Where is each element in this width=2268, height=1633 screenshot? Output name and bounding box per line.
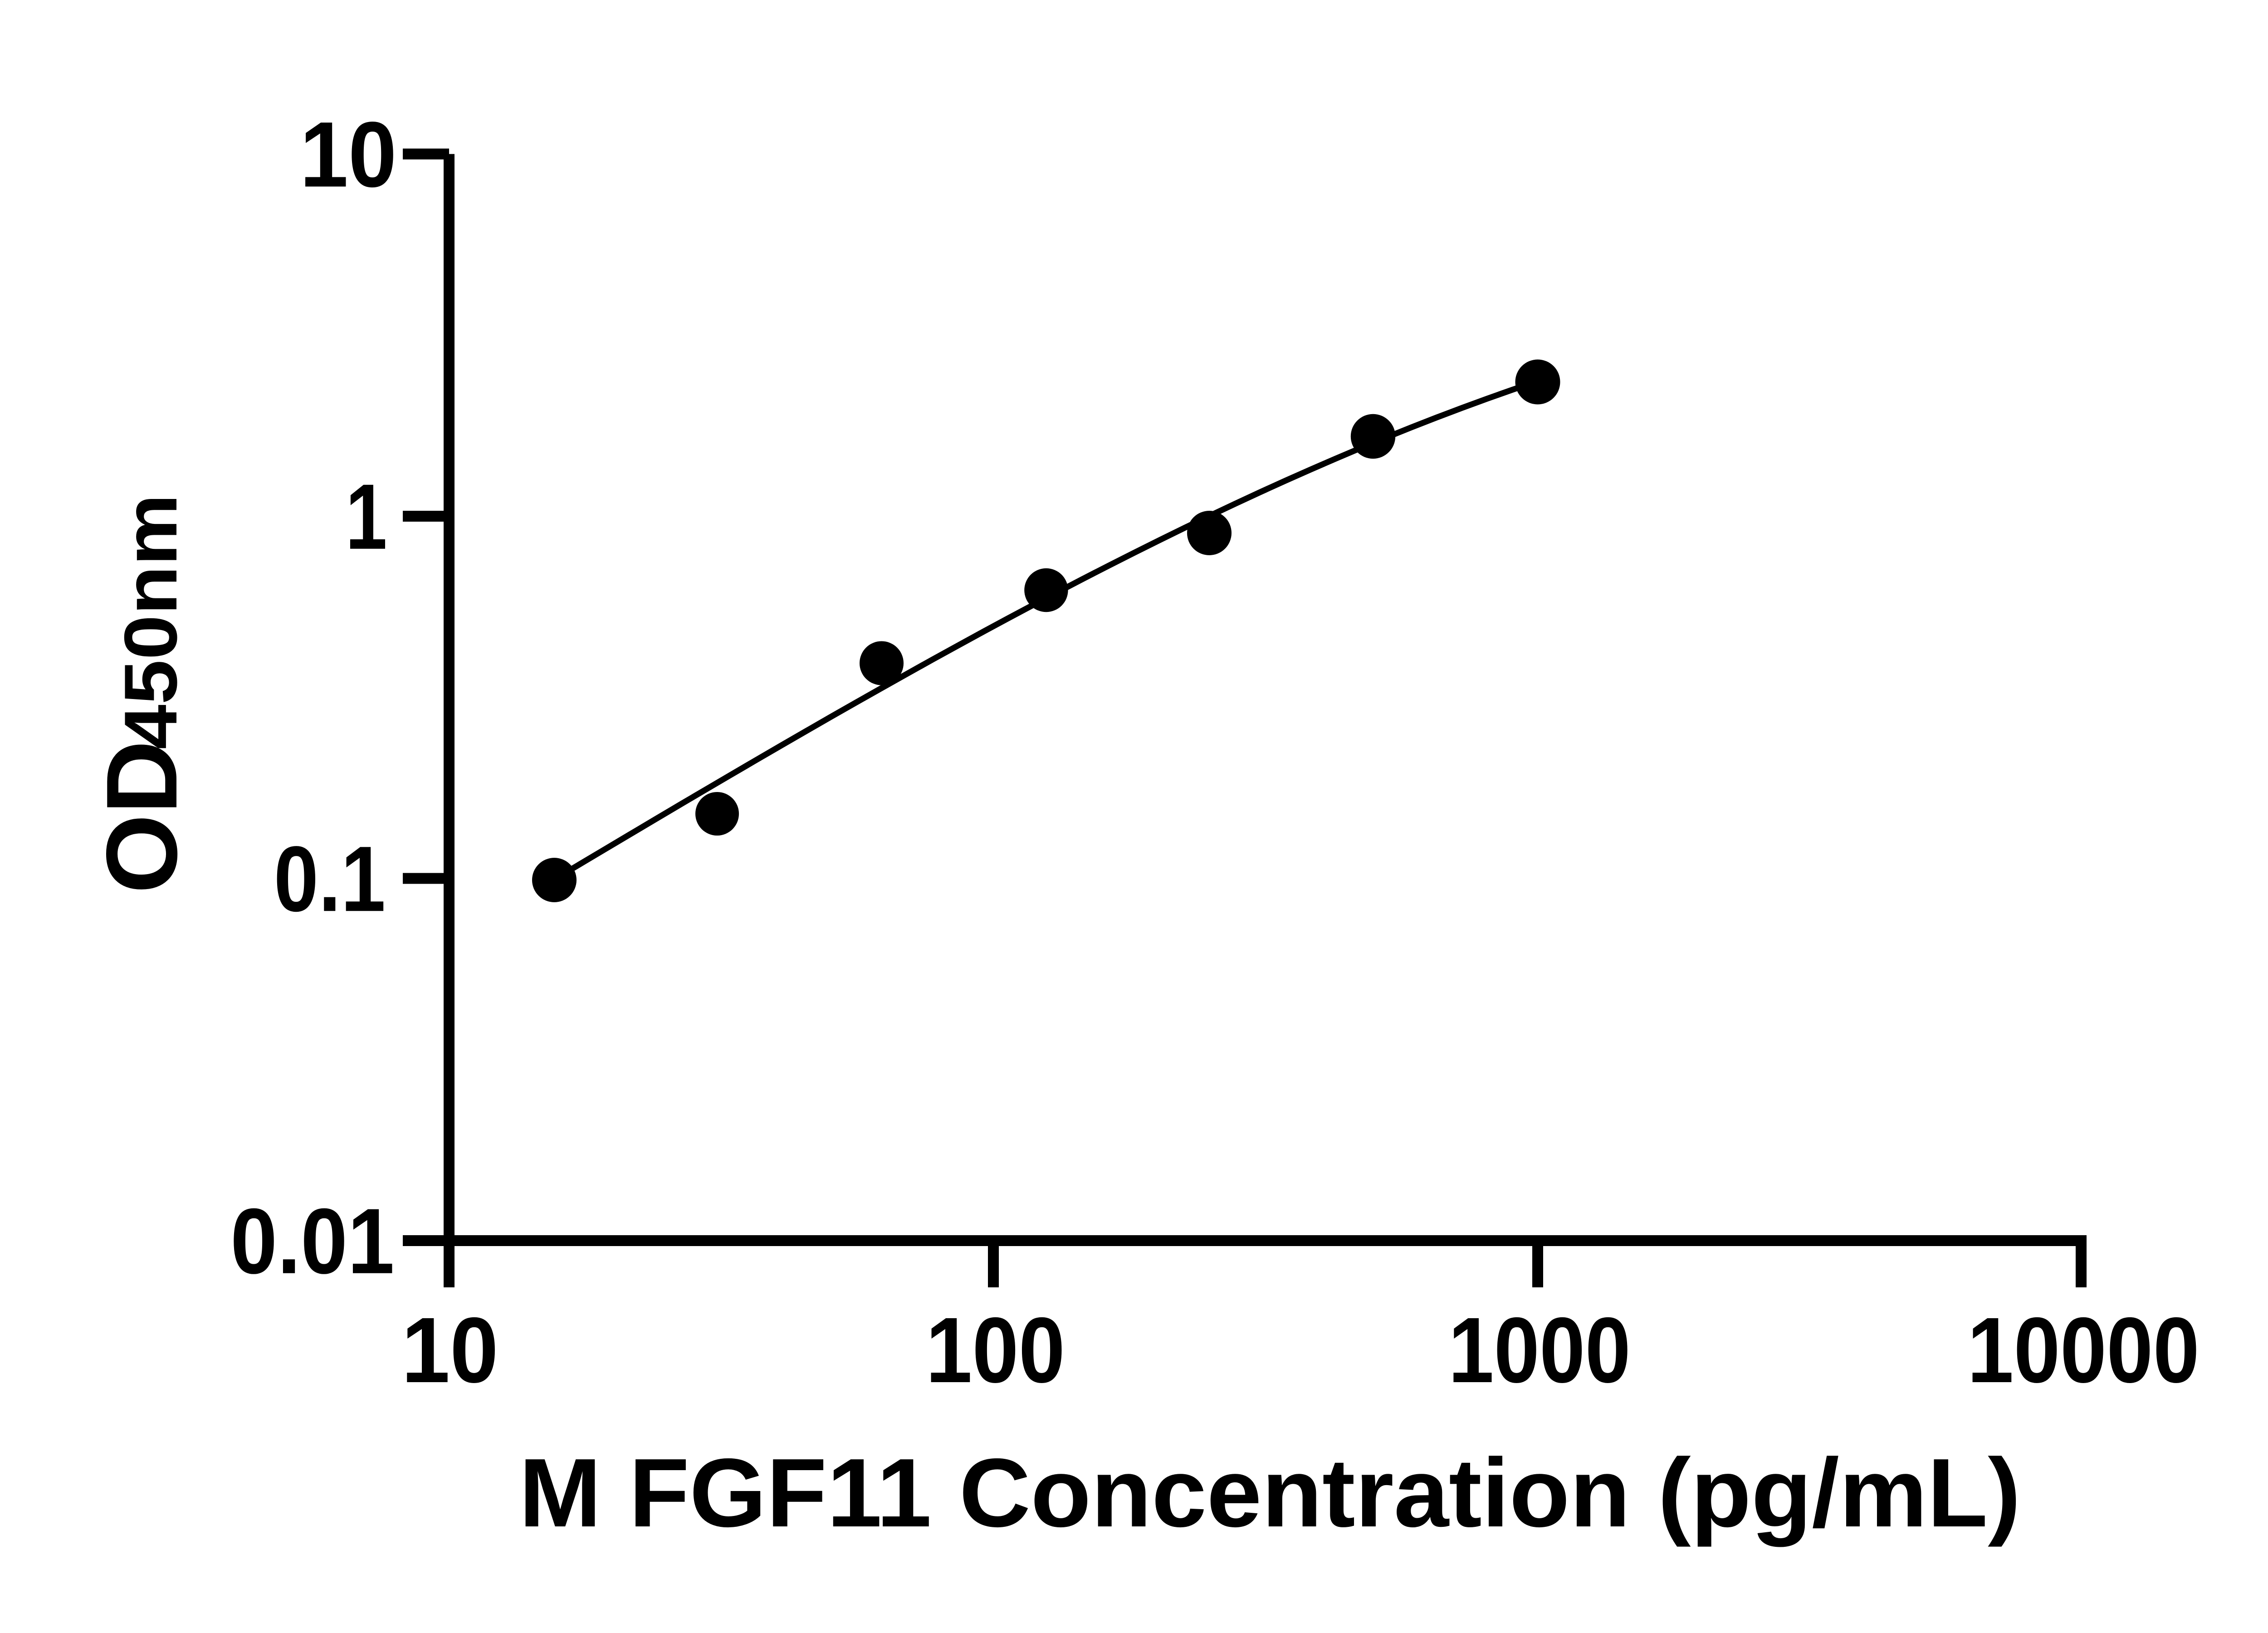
svg-text:1000: 1000	[1448, 1298, 1631, 1402]
svg-text:10000: 10000	[1967, 1298, 2200, 1402]
svg-text:100: 100	[926, 1298, 1065, 1402]
svg-text:0.01: 0.01	[230, 1189, 395, 1293]
svg-text:M FGF11 Concentration (pg/mL): M FGF11 Concentration (pg/mL)	[519, 1438, 2021, 1547]
svg-text:10: 10	[401, 1298, 499, 1402]
svg-text:0.1: 0.1	[274, 827, 386, 931]
svg-text:10: 10	[300, 103, 397, 206]
svg-text:450nm: 450nm	[109, 494, 192, 749]
svg-text:OD: OD	[86, 740, 198, 894]
svg-text:1: 1	[346, 465, 387, 569]
